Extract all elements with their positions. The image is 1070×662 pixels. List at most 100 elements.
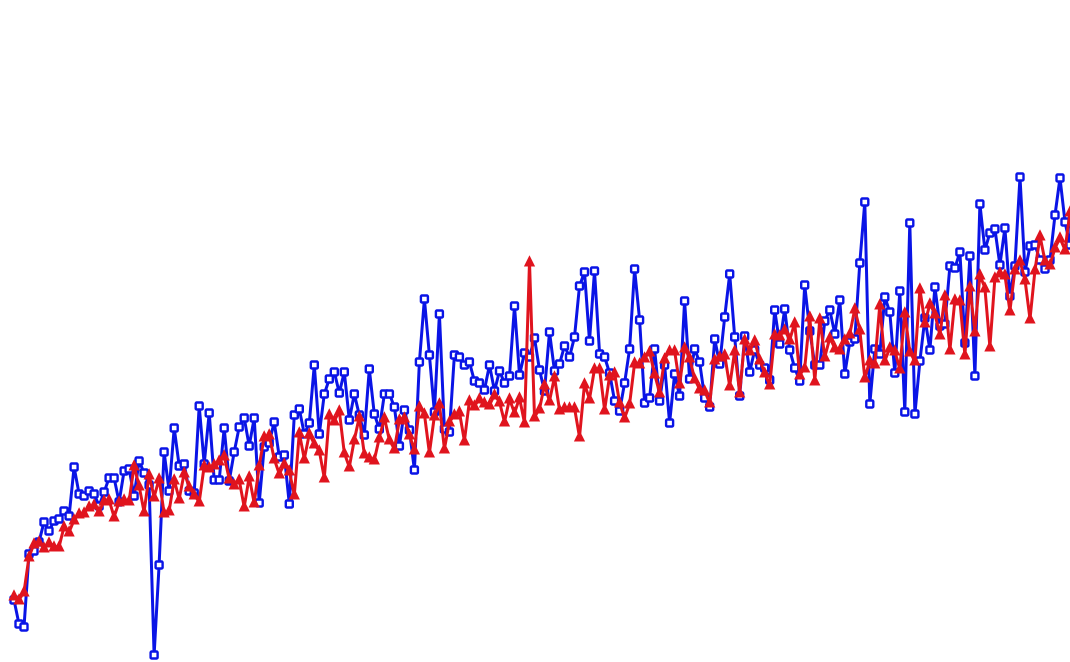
data-point-triangle-91	[463, 394, 476, 406]
data-point-triangle-61	[313, 444, 325, 456]
data-point-square-179	[905, 218, 915, 228]
data-point-triangle-122	[618, 411, 631, 423]
data-point-triangle-89	[453, 405, 466, 417]
data-point-triangle-187	[944, 343, 956, 355]
data-point-square-201	[1015, 172, 1025, 182]
data-point-triangle-49	[253, 459, 265, 471]
data-point-square-183	[925, 345, 935, 355]
data-point-square-37	[194, 401, 204, 411]
data-point-triangle-185	[934, 328, 946, 340]
data-point-triangle-120	[608, 366, 621, 378]
data-point-square-20	[109, 473, 119, 483]
data-point-square-75	[384, 389, 395, 399]
data-point-triangle-103	[523, 255, 536, 267]
data-point-square-115	[584, 336, 595, 346]
data-point-triangle-145	[734, 386, 746, 398]
data-point-triangle-158	[799, 361, 811, 373]
data-point-triangle-172	[869, 357, 881, 369]
data-point-square-107	[544, 327, 555, 337]
data-point-triangle-67	[343, 460, 355, 472]
data-point-square-163	[825, 305, 835, 315]
data-point-triangle-82	[418, 407, 431, 419]
data-point-triangle-26	[138, 505, 150, 517]
data-point-triangle-105	[533, 402, 546, 414]
data-point-triangle-182	[919, 316, 931, 328]
data-point-triangle-55	[283, 464, 295, 476]
data-point-triangle-60	[308, 437, 320, 449]
data-point-triangle-80	[408, 443, 421, 455]
data-point-triangle-161	[814, 312, 826, 324]
data-point-square-42	[219, 423, 229, 433]
data-point-triangle-170	[859, 371, 871, 383]
data-point-triangle-1	[13, 593, 25, 605]
data-point-triangle-101	[513, 391, 526, 403]
data-point-triangle-53	[273, 467, 285, 479]
data-point-square-169	[855, 258, 865, 268]
data-point-square-48	[249, 413, 259, 423]
data-point-triangle-194	[979, 281, 991, 293]
data-point-square-65	[334, 388, 344, 398]
data-point-triangle-205	[1034, 229, 1046, 241]
data-point-square-122	[619, 378, 630, 388]
data-point-triangle-199	[1004, 304, 1016, 316]
data-point-triangle-156	[789, 316, 801, 328]
data-point-triangle-45	[233, 473, 245, 485]
data-point-square-171	[865, 399, 875, 409]
data-point-triangle-135	[683, 351, 696, 363]
data-point-square-127	[644, 393, 655, 403]
data-point-triangle-70	[358, 447, 370, 459]
data-point-triangle-174	[879, 354, 891, 366]
data-point-triangle-98	[498, 415, 511, 427]
data-point-square-97	[494, 366, 505, 376]
data-point-triangle-16	[88, 498, 100, 510]
data-point-triangle-192	[969, 325, 981, 337]
data-point-triangle-144	[729, 344, 741, 356]
data-point-triangle-148	[749, 334, 761, 346]
data-point-square-59	[304, 418, 314, 428]
data-point-square-76	[389, 402, 400, 412]
data-point-square-7	[44, 526, 54, 536]
data-point-square-41	[214, 475, 224, 485]
data-point-square-28	[149, 650, 159, 660]
data-point-triangle-204	[1029, 263, 1041, 275]
data-point-triangle-176	[889, 344, 901, 356]
data-point-triangle-47	[243, 470, 255, 482]
data-point-triangle-95	[483, 398, 496, 410]
data-point-triangle-112	[568, 401, 581, 413]
data-point-triangle-193	[974, 268, 986, 280]
data-point-triangle-133	[673, 377, 686, 389]
data-point-square-125	[634, 315, 645, 325]
data-point-triangle-146	[739, 333, 751, 345]
data-point-square-61	[314, 429, 324, 439]
data-point-triangle-69	[353, 410, 365, 422]
data-point-square-147	[745, 367, 755, 377]
data-point-triangle-74	[378, 411, 391, 423]
data-point-square-129	[654, 396, 665, 406]
data-point-square-39	[204, 408, 214, 418]
data-point-square-118	[599, 352, 610, 362]
data-point-triangle-32	[168, 473, 180, 485]
data-point-square-11	[64, 511, 74, 521]
data-point-triangle-150	[759, 366, 771, 378]
data-point-triangle-126	[638, 351, 651, 363]
data-point-triangle-143	[724, 379, 736, 391]
data-point-triangle-153	[774, 329, 786, 341]
data-point-triangle-35	[183, 480, 195, 492]
data-point-square-114	[579, 267, 590, 277]
data-point-square-99	[504, 371, 515, 381]
data-point-square-193	[975, 199, 985, 209]
data-point-triangle-179	[904, 345, 916, 357]
data-point-square-198	[1000, 223, 1010, 233]
data-point-triangle-51	[263, 428, 275, 440]
data-point-triangle-59	[303, 427, 315, 439]
data-point-triangle-0	[8, 589, 20, 601]
data-point-triangle-75	[383, 433, 396, 445]
data-point-triangle-118	[598, 403, 611, 415]
data-point-square-68	[349, 389, 359, 399]
data-point-triangle-181	[914, 282, 926, 294]
data-point-square-152	[770, 305, 780, 315]
data-point-square-180	[910, 409, 920, 419]
data-point-triangle-65	[333, 404, 345, 416]
data-point-square-208	[1050, 210, 1060, 220]
data-point-triangle-151	[764, 378, 776, 390]
